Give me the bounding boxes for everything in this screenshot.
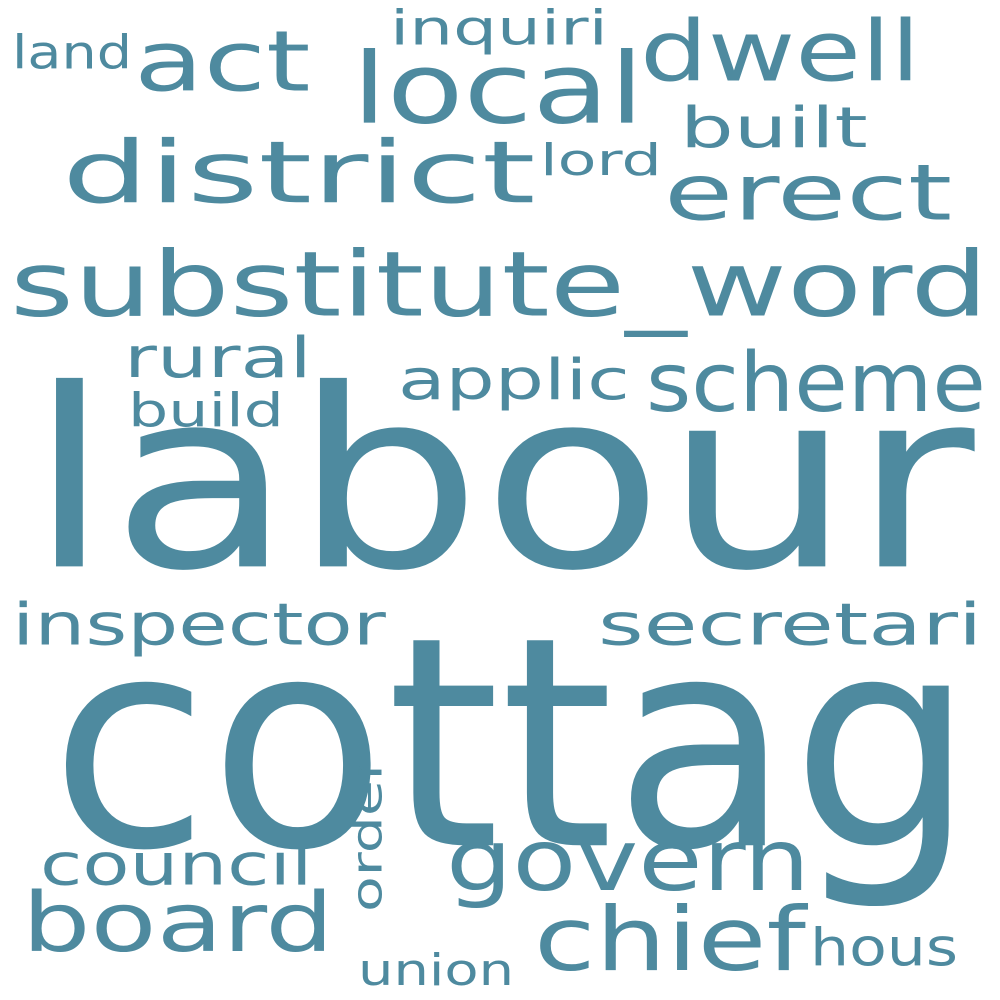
- word-labour: labour: [28, 335, 975, 626]
- word-act: act: [134, 12, 311, 111]
- word-inquiri: inquiri: [390, 0, 608, 56]
- word-hous: hous: [810, 917, 959, 979]
- word-inspector: inspector: [12, 590, 386, 659]
- word-secretari: secretari: [598, 590, 983, 659]
- word-local: local: [352, 31, 645, 146]
- word-order: order: [342, 756, 392, 912]
- word-union: union: [358, 944, 515, 996]
- word-lord: lord: [540, 134, 662, 186]
- word-council: council: [40, 830, 313, 899]
- word-scheme: scheme: [646, 334, 986, 431]
- word-rural: rural: [124, 324, 312, 391]
- word-district: district: [62, 122, 536, 223]
- word-board: board: [22, 874, 334, 971]
- word-built: built: [680, 94, 868, 161]
- word-substitute-word: substitute_word: [10, 231, 989, 338]
- word-dwell: dwell: [640, 2, 921, 101]
- word-govern: govern: [446, 810, 811, 911]
- word-cottag: cottag: [50, 573, 975, 916]
- word-applic: applic: [398, 346, 630, 413]
- word-chief: chief: [534, 888, 806, 992]
- word-erect: erect: [664, 146, 953, 239]
- word-build: build: [128, 383, 284, 438]
- word-land: land: [12, 25, 132, 80]
